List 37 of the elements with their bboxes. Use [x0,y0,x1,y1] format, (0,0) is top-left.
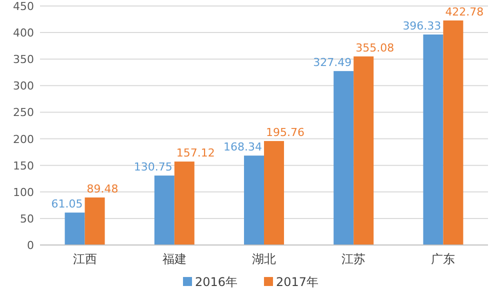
bar [443,20,464,245]
y-tick-label: 300 [13,80,34,93]
y-tick-label: 150 [13,159,34,172]
data-label: 355.08 [356,41,394,54]
legend-label: 2017年 [276,275,319,289]
data-label: 130.75 [134,160,172,174]
data-label: 168.34 [224,140,262,154]
data-label: 327.49 [313,56,352,70]
x-tick-label: 广东 [431,252,456,266]
bar [174,162,194,245]
bar [354,56,374,245]
bar [423,34,444,245]
data-label: 61.05 [51,198,83,211]
data-label: 89.48 [86,182,118,196]
legend-label: 2016年 [195,275,238,289]
x-tick-label: 福建 [162,252,186,266]
y-tick-label: 0 [27,239,34,252]
bar [264,141,284,245]
y-tick-label: 350 [13,53,34,66]
bar [64,212,85,245]
x-tick-label: 江西 [72,252,97,266]
data-label: 157.12 [176,146,215,160]
bar [84,197,105,245]
x-tick-label: 湖北 [252,252,276,266]
y-tick-label: 450 [13,0,34,13]
y-tick-label: 50 [20,212,34,226]
bar [244,156,264,245]
y-tick-label: 200 [13,132,34,146]
data-label: 422.78 [445,5,484,18]
y-tick-label: 100 [13,186,34,199]
data-label: 396.33 [402,20,442,33]
x-tick-label: 江苏 [342,252,366,266]
data-label: 195.76 [266,126,304,140]
bar [154,176,174,245]
y-tick-label: 250 [13,106,34,120]
bar [334,71,354,245]
y-tick-label: 400 [13,26,34,40]
